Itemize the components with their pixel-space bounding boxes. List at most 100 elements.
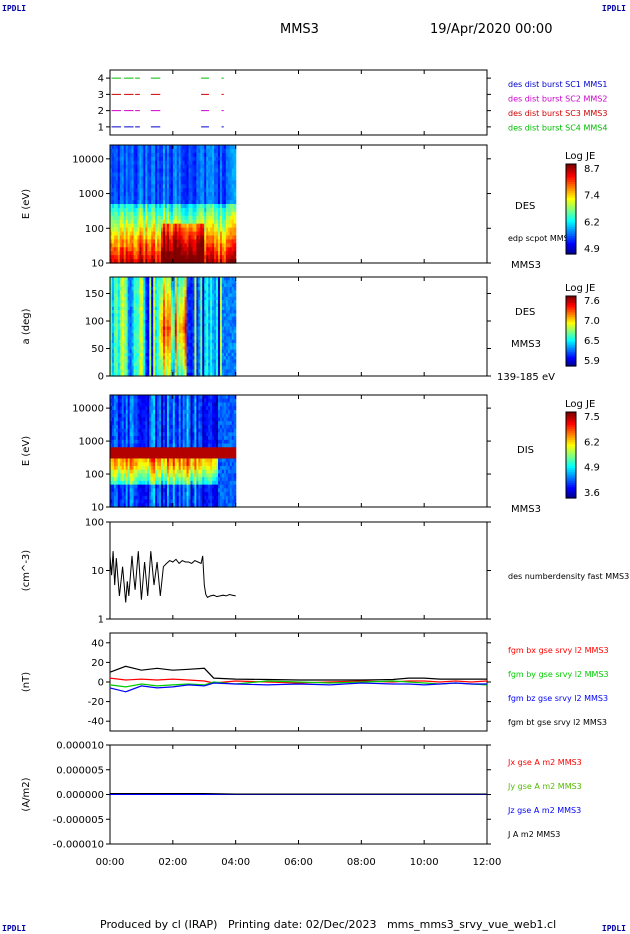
spectrogram-cell <box>135 458 139 463</box>
spectrogram-cell <box>121 180 125 185</box>
spectrogram-cell <box>155 329 158 334</box>
colorbar-cell <box>566 313 576 316</box>
spectrogram-cell <box>111 204 115 209</box>
spectrogram-cell <box>172 196 176 201</box>
spectrogram-cell <box>196 372 199 377</box>
spectrogram-cell <box>145 443 148 448</box>
spectrogram-cell <box>111 447 115 452</box>
spectrogram-cell <box>163 473 166 478</box>
spectrogram-cell <box>155 310 158 314</box>
spectrogram-cell <box>186 196 190 201</box>
spectrogram-cell <box>119 488 123 493</box>
spectrogram-cell <box>184 239 188 244</box>
spectrogram-cell <box>188 316 192 321</box>
spectrogram-cell <box>153 247 156 252</box>
colorbar-cell <box>566 325 576 329</box>
spectrogram-cell <box>217 283 221 288</box>
spectrogram-cell <box>137 283 141 288</box>
spectrogram-cell <box>155 164 158 170</box>
colorbar-cell <box>566 220 576 224</box>
spectrogram-cell <box>131 323 135 328</box>
spectrogram-cell <box>141 319 144 324</box>
spectrogram-cell <box>178 219 182 225</box>
spectrogram-cell <box>137 145 141 150</box>
spectrogram-cell <box>131 346 135 351</box>
spectrogram-cell <box>233 310 237 314</box>
spectrogram-cell <box>135 484 139 489</box>
spectrogram-cell <box>161 152 164 158</box>
spectrogram-cell <box>178 255 182 260</box>
spectrogram-cell <box>166 215 170 221</box>
spectrogram-cell <box>155 231 158 237</box>
spectrogram-cell <box>127 329 131 334</box>
spectrogram-cell <box>178 296 182 301</box>
spectrogram-cell <box>159 398 162 404</box>
spectrogram-cell <box>137 277 141 281</box>
spectrogram-cell <box>190 329 194 334</box>
spectrogram-cell <box>210 255 213 260</box>
spectrogram-cell <box>143 235 146 240</box>
spectrogram-cell <box>217 329 221 334</box>
spectrogram-cell <box>143 313 146 318</box>
spectrogram-cell <box>151 172 154 178</box>
spectrogram-cell <box>204 188 207 193</box>
spectrogram-cell <box>111 417 115 422</box>
spectrogram-cell <box>113 488 117 493</box>
spectrogram-cell <box>163 366 166 370</box>
spectrogram-cell <box>219 192 223 197</box>
spectrogram-cell <box>139 336 143 341</box>
spectrogram-cell <box>223 339 227 344</box>
spectrogram-cell <box>153 280 156 285</box>
spectrogram-cell <box>157 406 160 411</box>
spectrogram-cell <box>155 480 158 486</box>
spectrogram-cell <box>145 296 148 301</box>
spectrogram-cell <box>127 480 131 486</box>
spectrogram-cell <box>214 326 217 331</box>
spectrogram-cell <box>231 300 235 304</box>
spectrogram-cell <box>206 300 209 304</box>
spectrogram-cell <box>223 145 227 150</box>
spectrogram-cell <box>231 243 235 248</box>
spectrogram-cell <box>208 339 211 344</box>
spectrogram-cell <box>153 417 156 422</box>
spectrogram-cell <box>216 156 219 162</box>
spectrogram-cell <box>157 306 160 311</box>
spectrogram-cell <box>135 366 139 370</box>
spectrogram-cell <box>125 402 129 407</box>
spectrogram-cell <box>131 413 135 418</box>
spectrogram-cell <box>166 277 170 281</box>
spectrogram-cell <box>166 313 170 318</box>
spectrogram-cell <box>127 293 131 298</box>
spectrogram-cell <box>174 156 178 162</box>
spectrogram-cell <box>219 283 223 288</box>
spectrogram-cell <box>168 451 172 456</box>
spectrogram-cell <box>168 421 172 426</box>
spectrogram-cell <box>147 366 150 370</box>
spectrogram-cell <box>198 349 201 354</box>
spectrogram-cell <box>186 211 190 217</box>
spectrogram-cell <box>135 219 139 225</box>
spectrogram-cell <box>129 454 133 460</box>
spectrogram-cell <box>153 184 156 189</box>
spectrogram-cell <box>231 362 235 367</box>
spectrogram-cell <box>166 259 170 264</box>
spectrogram-cell <box>210 356 213 361</box>
spectrogram-cell <box>196 184 199 189</box>
spectrogram-cell <box>212 277 215 281</box>
spectrogram-cell <box>155 443 158 448</box>
spectrogram-cell <box>192 152 196 158</box>
spectrogram-cell <box>212 251 215 256</box>
spectrogram-cell <box>164 243 168 248</box>
spectrogram-cell <box>121 369 125 374</box>
spectrogram-cell <box>223 329 227 334</box>
spectrogram-cell <box>113 465 117 471</box>
spectrogram-cell <box>145 369 148 374</box>
spectrogram-cell <box>192 300 196 304</box>
spectrogram-cell <box>119 316 123 321</box>
spectrogram-cell <box>192 259 196 264</box>
spectrogram-cell <box>119 303 123 308</box>
colorbar-cell <box>566 218 576 221</box>
spectrogram-cell <box>113 413 117 418</box>
spectrogram-cell <box>115 300 119 304</box>
spectrogram-cell <box>123 469 127 474</box>
